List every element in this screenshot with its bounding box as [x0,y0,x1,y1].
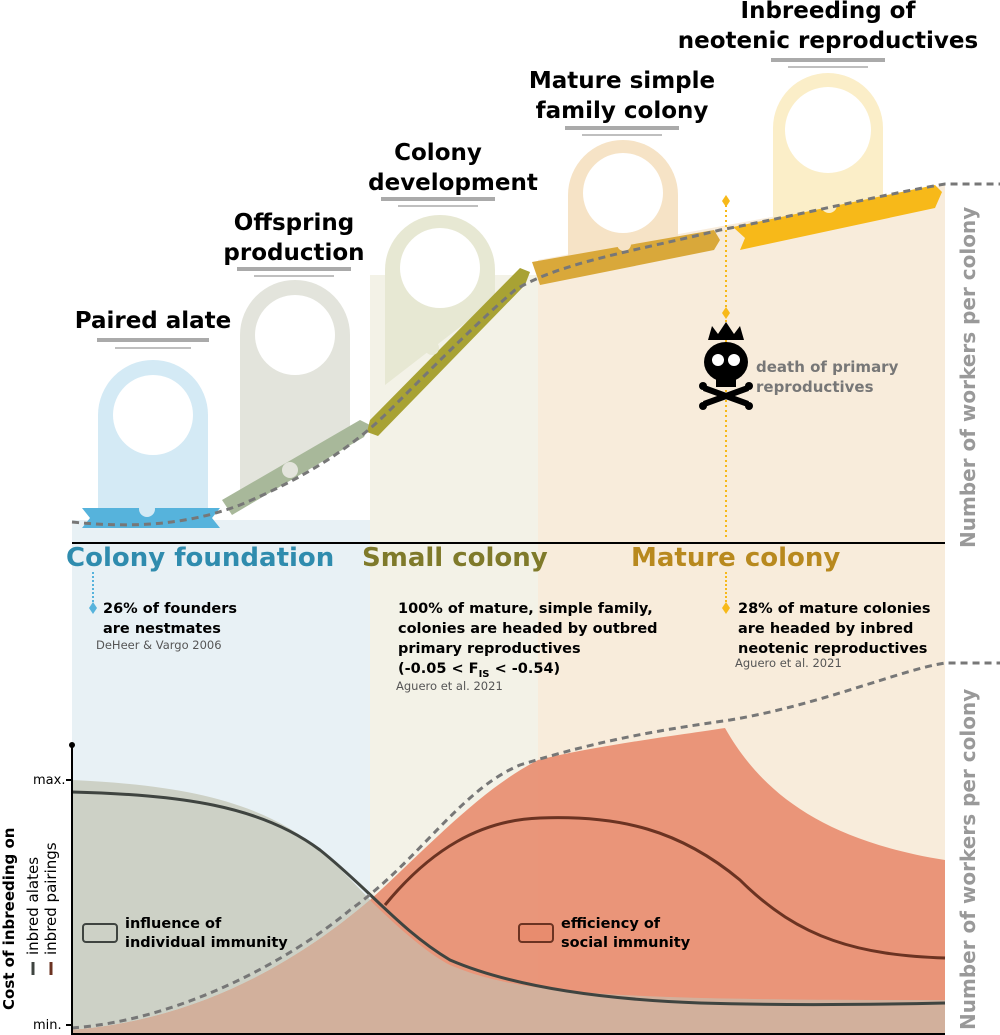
colony-development-pin [385,215,495,385]
offspring-production-pin [240,280,350,490]
paired-alate-pin [98,360,208,520]
skull-crown-icon [699,322,753,410]
fact-3-line3: neotenic reproductives [738,641,927,657]
fact-3-line1: 28% of mature colonies [738,601,931,617]
y-max-label: max. [33,773,65,788]
paired-alate-ribbon [82,508,220,528]
stage-title-offspring-1: Offspring [234,210,354,236]
stage-title-development-2: development [368,170,538,196]
stage-title-development-1: Colony [394,140,482,166]
neotenic-inbreeding-ribbon [733,185,942,250]
stage-title-mature-1: Mature simple [529,68,715,94]
cost-legend-lines [31,962,53,975]
fact-1-source: DeHeer & Vargo 2006 [96,638,222,652]
fact-3-line2: are headed by inbred [738,621,913,637]
fact-1-line2: are nestmates [103,621,221,637]
social-immunity-swatch [518,923,554,943]
stage-title-offspring-2: production [223,240,364,266]
stage-title-paired-alate: Paired alate [75,308,232,334]
legend-social-line1: efficiency of [561,916,661,932]
overlap-area [72,900,945,1035]
phase-label-mature: Mature colony [631,543,840,573]
inbred-alates-line [71,790,946,1007]
phase-label-foundation: Colony foundation [66,543,334,573]
mature-family-colony-pin [568,140,678,265]
fact-2-line1: 100% of mature, simple family, [398,601,653,617]
legend-social-line2: social immunity [561,935,691,951]
fact-2-line2: colonies are headed by outbred [398,621,658,637]
fact-2-line3: primary reproductives [398,641,581,657]
legend-inbred-alates: inbred alates [24,857,42,955]
workers-axis-label-top: Number of workers per colony [956,207,980,548]
workers-growth-curve-bottom [71,661,1000,1030]
y-min-label: min. [33,1018,62,1033]
stage-title-neotenic-2: neotenic reproductives [678,28,978,54]
stage-title-mature-2: family colony [536,98,709,124]
legend-individual-line1: influence of [125,916,222,932]
stage-title-neotenic-1: Inbreeding of [741,0,917,24]
death-note-line2: reproductives [756,378,874,396]
legend-inbred-pairings: inbred pairings [42,842,60,955]
fact-3-source: Aguero et al. 2021 [735,656,842,670]
death-note-line1: death of primary [756,358,899,376]
legend-individual-line2: individual immunity [125,935,288,951]
cost-ylabel: Cost of inbreeding on [0,828,18,1011]
workers-growth-curve-top [71,182,1000,527]
fact-2-formula: (-0.05 < FIS < -0.54) [398,661,560,680]
neotenic-inbreeding-pin [773,73,883,225]
fact-1-line1: 26% of founders [103,601,237,617]
phase-label-small: Small colony [362,543,548,573]
inbred-pairings-line [383,816,946,960]
workers-axis-label-bottom: Number of workers per colony [956,689,980,1030]
individual-immunity-swatch [82,923,118,943]
fact-2-source: Aguero et al. 2021 [396,679,503,693]
mature-family-colony-ribbon [532,230,720,285]
